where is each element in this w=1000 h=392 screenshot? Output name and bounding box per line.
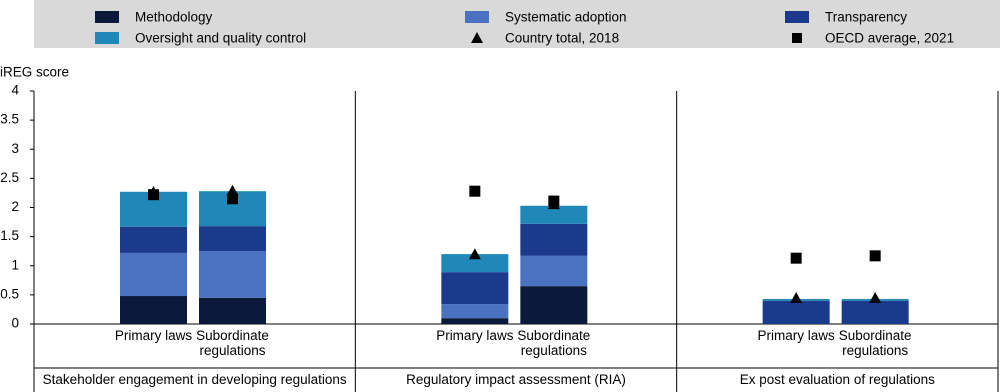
bar-segment (441, 318, 509, 324)
bar-segment (120, 296, 187, 324)
x-tick-label: Primary laws (757, 328, 835, 343)
marker-square (148, 189, 159, 201)
bar-segment (841, 300, 909, 324)
bar-segment (199, 226, 266, 252)
legend-swatch (95, 32, 119, 44)
legend-label: Transparency (825, 10, 907, 25)
bar-segment (520, 223, 588, 256)
bar-segment (441, 272, 509, 305)
y-tick-label: 2.5 (0, 170, 19, 185)
bar-segment (520, 255, 588, 287)
legend-label: Oversight and quality control (135, 31, 306, 46)
marker-square (227, 193, 238, 205)
y-tick-label: 0.5 (0, 286, 19, 301)
legend-swatch (471, 32, 483, 43)
legend-swatch (465, 11, 489, 23)
marker-square (548, 195, 560, 207)
marker-square (469, 185, 481, 197)
y-tick-label: 2 (11, 199, 19, 214)
bar-segment (199, 251, 266, 298)
y-tick-label: 1.5 (0, 228, 19, 243)
bar-segment (199, 297, 266, 324)
bar-segment (441, 304, 509, 319)
x-tick-label: Primary laws (114, 328, 193, 343)
x-tick-label: Subordinate regulations (517, 328, 591, 358)
bar-segment (520, 205, 588, 224)
y-tick-label: 1 (11, 257, 19, 272)
bar-segment (120, 252, 187, 297)
marker-triangle (226, 184, 239, 196)
x-tick-label: Subordinate regulations (196, 328, 269, 358)
x-tick-label: Primary laws (436, 328, 514, 343)
y-tick-label: 3 (11, 141, 19, 156)
bar-segment (762, 300, 830, 324)
y-tick-label: 4 (11, 83, 19, 98)
legend-swatch (95, 11, 119, 23)
y-axis-label: iREG score (0, 65, 69, 80)
legend-label: Systematic adoption (505, 10, 627, 25)
marker-triangle (790, 291, 803, 303)
group-label: Regulatory impact assessment (RIA) (406, 372, 626, 387)
bar-segment (441, 254, 509, 273)
group-label: Ex post evaluation of regulations (739, 372, 935, 387)
marker-square (869, 250, 881, 262)
y-tick-label: 0 (11, 316, 19, 331)
bar-segment (120, 226, 187, 253)
bar-segment (520, 286, 588, 324)
legend-swatch (785, 11, 809, 23)
legend-label: Country total, 2018 (505, 31, 619, 46)
marker-square (790, 252, 802, 264)
legend-label: Methodology (135, 10, 213, 25)
legend-background (34, 0, 1000, 48)
x-tick-label: Subordinate regulations (838, 328, 912, 358)
y-tick-label: 3.5 (0, 112, 19, 127)
legend-label: OECD average, 2021 (825, 31, 954, 46)
marker-triangle (869, 291, 882, 303)
group-label: Stakeholder engagement in developing reg… (42, 372, 347, 387)
marker-triangle (468, 248, 481, 260)
legend-swatch (792, 33, 802, 43)
